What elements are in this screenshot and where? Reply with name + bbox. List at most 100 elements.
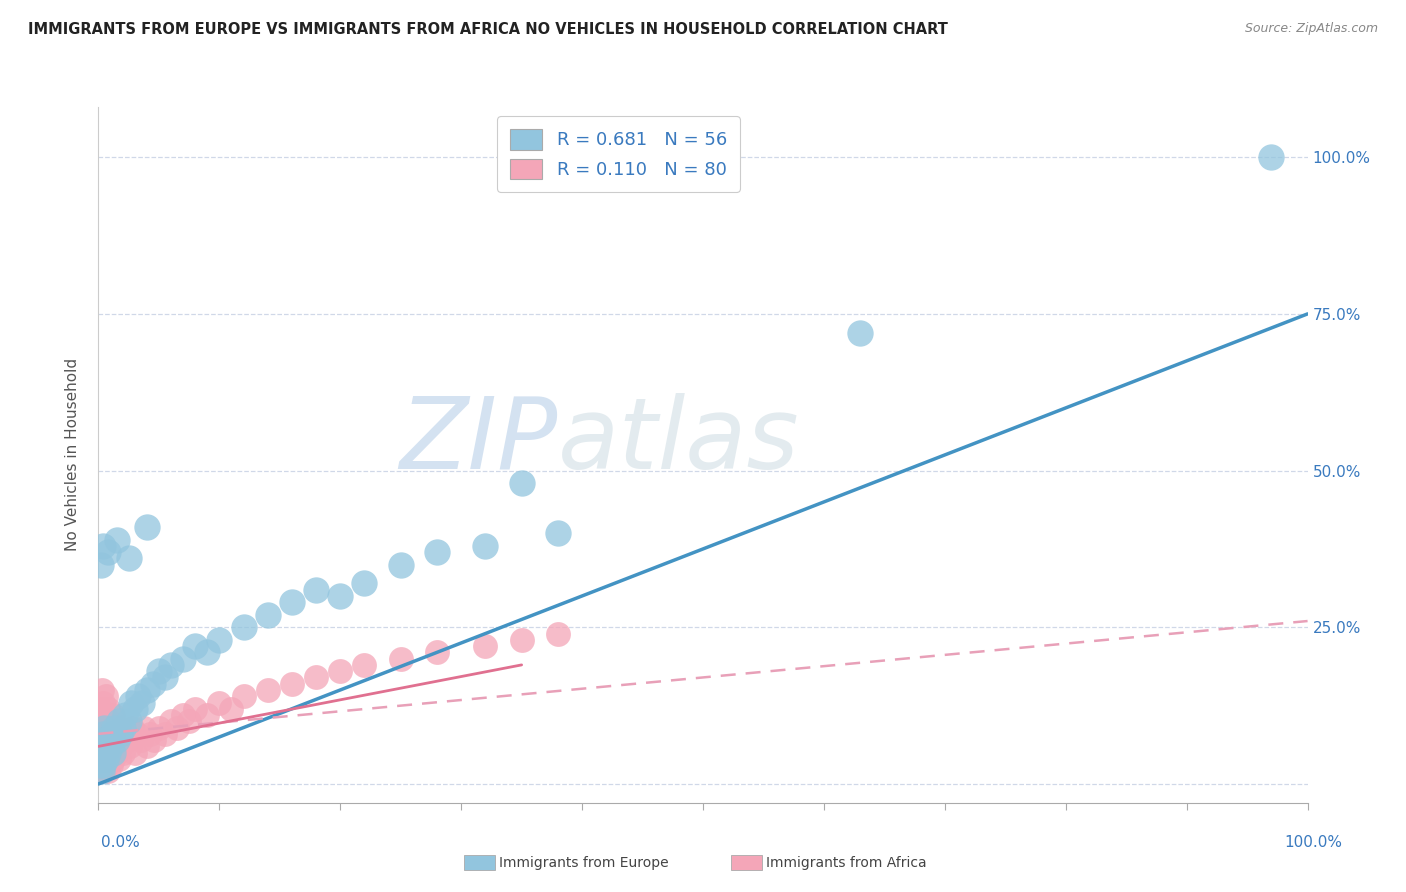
Point <box>105 533 128 547</box>
Point <box>426 645 449 659</box>
Point <box>142 676 165 690</box>
Point <box>256 607 278 622</box>
Text: IMMIGRANTS FROM EUROPE VS IMMIGRANTS FROM AFRICA NO VEHICLES IN HOUSEHOLD CORREL: IMMIGRANTS FROM EUROPE VS IMMIGRANTS FRO… <box>28 22 948 37</box>
Point <box>90 733 112 747</box>
Point <box>103 733 125 747</box>
Point <box>94 690 117 704</box>
Point <box>93 727 115 741</box>
Point <box>94 752 117 766</box>
Point <box>108 733 131 747</box>
Point <box>100 739 122 754</box>
Point <box>90 746 112 760</box>
Point <box>103 721 125 735</box>
Point <box>104 739 127 754</box>
Point <box>91 752 114 766</box>
Point <box>547 526 569 541</box>
Point <box>90 558 112 572</box>
Point <box>90 752 112 766</box>
Point <box>160 657 183 672</box>
Point <box>208 696 231 710</box>
Point <box>129 733 152 747</box>
Point <box>389 558 412 572</box>
Point <box>474 639 496 653</box>
Point <box>172 651 194 665</box>
Point <box>93 708 115 723</box>
Point <box>97 764 120 779</box>
Point <box>96 739 118 754</box>
Text: Immigrants from Europe: Immigrants from Europe <box>499 855 669 870</box>
Point <box>90 714 112 729</box>
Text: 100.0%: 100.0% <box>1285 836 1343 850</box>
Point <box>305 582 328 597</box>
Text: ZIP: ZIP <box>399 392 558 490</box>
Point <box>118 714 141 729</box>
Point <box>97 746 120 760</box>
Point <box>89 752 111 766</box>
Point <box>100 739 122 754</box>
Point <box>124 702 146 716</box>
Point <box>91 758 114 772</box>
Point <box>389 651 412 665</box>
Point <box>90 727 112 741</box>
Point <box>256 683 278 698</box>
Point <box>105 733 128 747</box>
Point <box>208 632 231 647</box>
Point <box>232 690 254 704</box>
Point <box>117 733 139 747</box>
Point <box>91 539 114 553</box>
Point <box>107 727 129 741</box>
Point <box>118 739 141 754</box>
Text: 0.0%: 0.0% <box>101 836 141 850</box>
Point <box>135 739 157 754</box>
Point <box>96 739 118 754</box>
Point <box>101 746 124 760</box>
Point <box>111 733 134 747</box>
Point <box>98 733 121 747</box>
Point <box>121 721 143 735</box>
Point <box>179 714 201 729</box>
Point <box>105 746 128 760</box>
Point <box>98 752 121 766</box>
Point <box>353 576 375 591</box>
Point <box>135 520 157 534</box>
Point <box>91 739 114 754</box>
Legend: R = 0.681   N = 56, R = 0.110   N = 80: R = 0.681 N = 56, R = 0.110 N = 80 <box>498 116 740 192</box>
Point <box>127 727 149 741</box>
Point <box>91 721 114 735</box>
Point <box>221 702 243 716</box>
Point <box>89 758 111 772</box>
Point <box>184 702 207 716</box>
Point <box>91 739 114 754</box>
Point <box>94 752 117 766</box>
Point <box>166 721 188 735</box>
Point <box>94 733 117 747</box>
Point <box>127 690 149 704</box>
Point <box>849 326 872 340</box>
Point <box>100 727 122 741</box>
Point <box>153 670 176 684</box>
Point <box>91 727 114 741</box>
Point <box>100 746 122 760</box>
Point <box>97 702 120 716</box>
Point <box>143 733 166 747</box>
Point <box>281 595 304 609</box>
Point <box>100 758 122 772</box>
Point <box>89 746 111 760</box>
Point <box>91 714 114 729</box>
Point <box>195 708 218 723</box>
Point <box>353 657 375 672</box>
Point <box>474 539 496 553</box>
Point <box>111 746 134 760</box>
Point <box>91 683 114 698</box>
Point <box>98 733 121 747</box>
Point <box>426 545 449 559</box>
Point <box>98 714 121 729</box>
Point <box>172 708 194 723</box>
Point <box>93 764 115 779</box>
Point <box>93 746 115 760</box>
Point <box>329 589 352 603</box>
Point <box>148 664 170 678</box>
Point <box>131 696 153 710</box>
Point <box>329 664 352 678</box>
Point <box>105 721 128 735</box>
